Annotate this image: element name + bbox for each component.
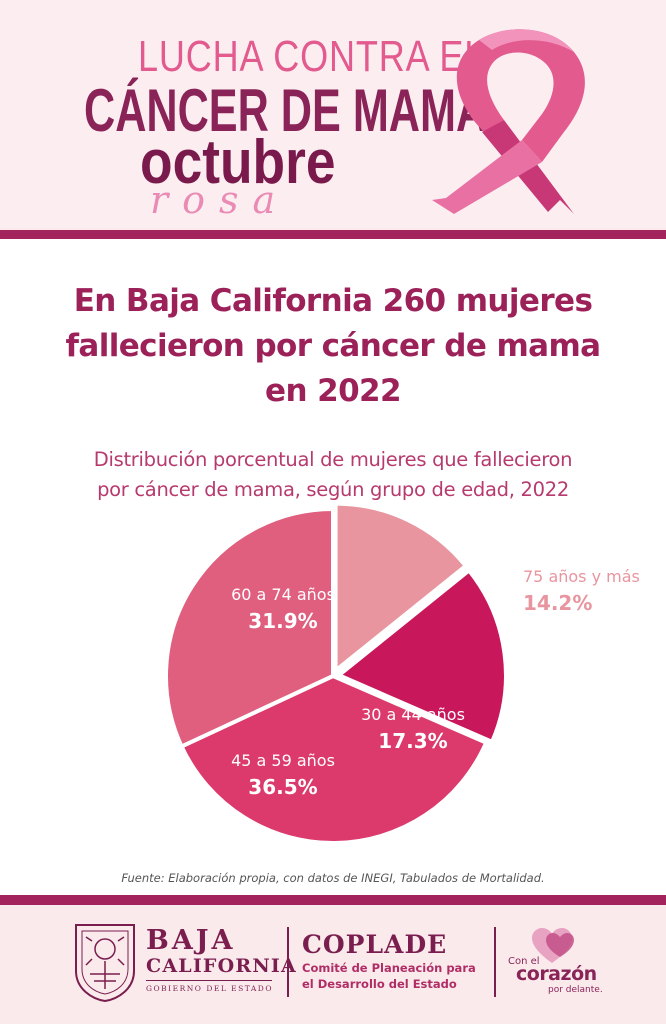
coplade-logo-text: COPLADE	[302, 930, 448, 959]
slogan-line-1: Con el	[508, 956, 540, 967]
source-note: Fuente: Elaboración propia, con datos de…	[121, 871, 545, 885]
slogan-line-3: por delante.	[548, 985, 603, 995]
logo-rule	[146, 980, 272, 981]
main-content: En Baja California 260 mujeres fallecier…	[0, 239, 666, 895]
chart-subtitle: Distribución porcentual de mujeres que f…	[10, 445, 656, 505]
heart-icon	[532, 928, 574, 963]
slice-label-1: 30 a 44 años	[361, 705, 465, 724]
slice-value-3: 31.9%	[248, 609, 317, 633]
title-line-2: fallecieron por cáncer de mama	[65, 328, 601, 364]
subtitle-line-1: Distribución porcentual de mujeres que f…	[93, 448, 573, 471]
subtitle-line-2: por cáncer de mama, según grupo de edad,…	[97, 478, 569, 501]
header-line-3: octubre	[140, 128, 336, 197]
header-line-1: LUCHA CONTRA EL	[138, 32, 486, 81]
header-line-2: CÁNCER DE MAMA	[84, 77, 488, 144]
bottom-divider	[0, 895, 666, 905]
page-title: En Baja California 260 mujeres fallecier…	[10, 279, 656, 414]
header-line-4: rosa	[150, 178, 290, 222]
baja-california-line-2: CALIFORNIA	[146, 955, 297, 977]
coplade-line-2: el Desarrollo del Estado	[302, 977, 457, 991]
coplade-line-1: Comité de Planeación para	[302, 961, 476, 975]
pie-slice-1	[336, 568, 508, 744]
slice-value-1: 17.3%	[378, 729, 447, 753]
footer-divider-1	[287, 927, 289, 997]
pink-ribbon-icon	[432, 29, 585, 214]
pie-slice-0	[333, 501, 468, 673]
header-banner: LUCHA CONTRA EL CÁNCER DE MAMA octubre r…	[0, 0, 666, 228]
top-divider	[0, 230, 666, 239]
pie-slice-2	[179, 674, 489, 845]
slogan-line-2: corazón	[516, 963, 597, 985]
pie-slice-3	[164, 507, 335, 749]
slice-label-0: 75 años y más	[523, 567, 640, 586]
title-line-1: En Baja California 260 mujeres	[73, 283, 593, 319]
baja-california-line-1: BAJA	[146, 925, 236, 956]
slice-value-0: 14.2%	[523, 591, 592, 615]
slice-label-2: 45 a 59 años	[231, 751, 335, 770]
gobierno-label: GOBIERNO DEL ESTADO	[146, 984, 273, 993]
slice-label-3: 60 a 74 años	[231, 585, 335, 604]
footer-divider-2	[494, 927, 496, 997]
pie-chart: 75 años y más 14.2% 30 a 44 años 17.3% 45 a …	[164, 501, 640, 845]
slice-value-2: 36.5%	[248, 775, 317, 799]
title-line-3: en 2022	[265, 373, 402, 409]
state-seal-icon	[75, 924, 135, 1003]
footer: BAJA CALIFORNIA GOBIERNO DEL ESTADO COPL…	[0, 905, 666, 1024]
